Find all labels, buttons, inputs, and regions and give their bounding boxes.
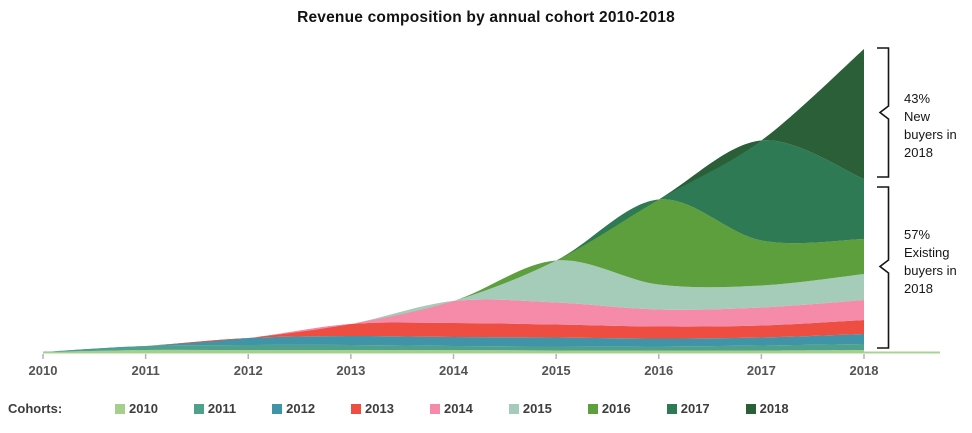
stacked-area-chart: 2010 2011 2012 2013 2014 2015 2016 2017 2018: [29, 47, 940, 378]
x-tick-label: 2011: [132, 363, 160, 378]
legend-item-label: 2012: [286, 401, 316, 416]
x-tick-label: 2013: [336, 363, 365, 378]
x-tick-label: 2018: [850, 363, 879, 378]
legend-item-2012: 2012: [272, 401, 315, 416]
legend-item-2016: 2016: [587, 401, 631, 416]
cohort-area-2017: [43, 140, 864, 352]
legend-item-label: 2017: [680, 401, 710, 416]
cohort-area-2014: [43, 299, 864, 352]
x-tick-label: 2017: [747, 363, 776, 378]
legend-item-label: 2013: [365, 401, 394, 416]
legend-swatch-2017: [666, 403, 677, 414]
legend-item-2015: 2015: [508, 401, 552, 416]
legend-swatch-2013: [351, 403, 362, 414]
legend-label: Cohorts:: [8, 401, 63, 416]
x-tick-label: 2016: [644, 363, 673, 378]
legend-item-label: 2016: [601, 401, 631, 416]
chart-title: Revenue composition by annual cohort 201…: [297, 9, 675, 26]
legend-swatch-2010: [115, 403, 125, 414]
legend-swatch-2012: [272, 403, 283, 414]
x-tick-label: 2014: [439, 363, 469, 378]
legend-swatch-2011: [193, 403, 204, 414]
legend-item-label: 2015: [522, 401, 552, 416]
cohort-area-2015: [43, 260, 864, 352]
x-tick-label: 2012: [234, 363, 263, 378]
legend-item-2011: 2011: [193, 401, 237, 416]
bracket-new-buyers: [877, 47, 890, 178]
cohort-area-2011: [43, 344, 864, 352]
cohort-area-2016: [43, 199, 864, 352]
legend-item-label: 2018: [759, 401, 789, 416]
annotation-new-buyers: 43% New buyers in 2018: [904, 91, 957, 160]
legend-swatch-2015: [508, 403, 519, 414]
x-tick-label: 2010: [29, 363, 58, 378]
legend-item-2018: 2018: [745, 401, 789, 416]
bracket-existing-buyers: [877, 186, 890, 349]
annotation-existing-buyers: 57% Existing buyers in 2018: [904, 227, 957, 296]
legend-item-2010: 2010: [115, 401, 158, 416]
legend-item-2017: 2017: [666, 401, 710, 416]
legend-swatch-2014: [429, 403, 440, 414]
cohort-legend: Cohorts: 2010 2011 2012 2013 2014 2015 2016 201…: [8, 401, 789, 416]
legend-swatch-2018: [745, 403, 756, 414]
legend-item-label: 2014: [443, 401, 473, 416]
legend-item-2013: 2013: [351, 401, 394, 416]
x-tick-label: 2015: [542, 363, 571, 378]
legend-swatch-2016: [587, 403, 598, 414]
legend-item-2014: 2014: [429, 401, 473, 416]
legend-item-label: 2011: [207, 401, 237, 416]
legend-items: 2010 2011 2012 2013 2014 2015 2016 2017 2018: [115, 401, 789, 416]
legend-item-label: 2010: [129, 401, 158, 416]
cohort-area-2010: [43, 349, 864, 353]
cohort-area-2013: [43, 320, 864, 352]
